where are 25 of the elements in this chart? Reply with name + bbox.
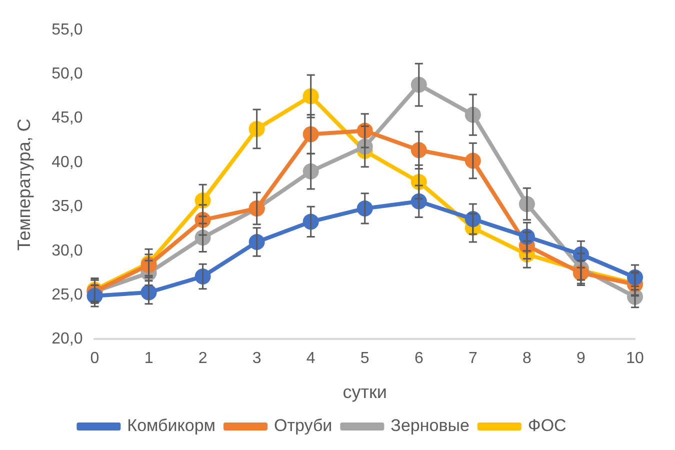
x-tick-label: 4: [306, 350, 316, 368]
y-tick-label: 40,0: [52, 154, 83, 171]
x-tick-label: 3: [252, 350, 262, 368]
x-tick-label: 7: [468, 350, 478, 368]
x-tick-label: 10: [626, 350, 644, 368]
y-tick-label: 50,0: [52, 66, 83, 83]
x-axis-title: сутки: [342, 382, 387, 402]
x-tick-label: 9: [576, 350, 586, 368]
y-tick-label: 20,0: [52, 330, 83, 348]
y-tick-label: 35,0: [52, 198, 83, 216]
x-tick-label: 0: [90, 350, 100, 368]
y-tick-label: 25,0: [52, 286, 83, 304]
legend-label: ФОС: [528, 416, 566, 436]
y-axis-title: Температура, С: [14, 118, 34, 251]
legend-label: Комбикорм: [127, 416, 216, 436]
x-tick-label: 6: [414, 350, 424, 368]
x-tick-label: 8: [522, 350, 532, 368]
y-tick-label: 45,0: [52, 110, 83, 127]
x-tick-label: 2: [198, 350, 208, 368]
legend-label: Отруби: [274, 416, 332, 436]
legend-label: Зерновые: [390, 416, 470, 436]
y-tick-label: 30,0: [52, 242, 83, 260]
x-tick-label: 5: [360, 350, 370, 368]
x-tick-label: 1: [144, 350, 154, 368]
y-tick-label: 55,0: [52, 21, 83, 38]
